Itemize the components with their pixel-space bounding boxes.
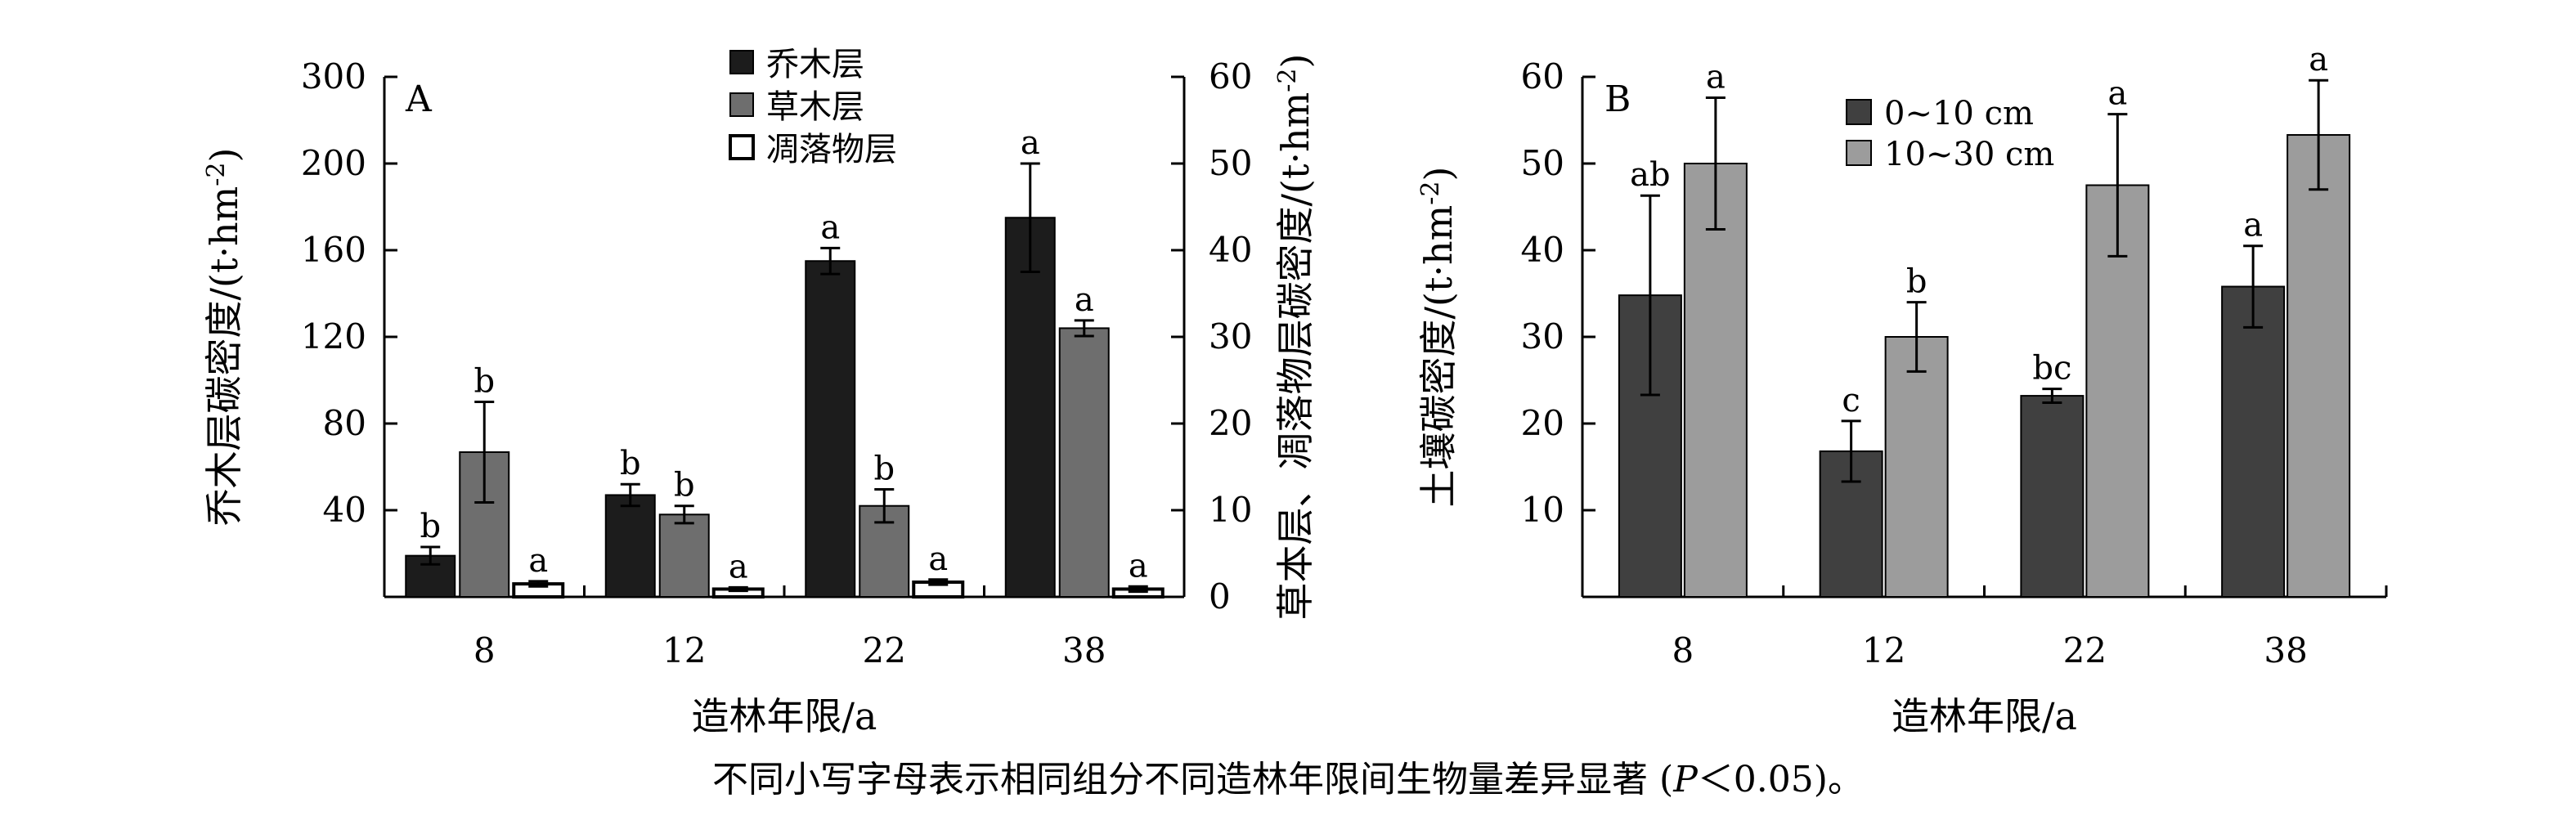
panel-a-x-tick-label: 12 <box>662 630 706 670</box>
panel-a-x-tick-label: 38 <box>1062 630 1106 670</box>
panel-a-left-tick-label: 200 <box>301 143 366 183</box>
panel-a-sig-letter: a <box>729 548 748 585</box>
panel-a-sig-letter: a <box>528 542 548 580</box>
panel-b-bar <box>2020 395 2085 598</box>
panel-a-x-title: 造林年限/a <box>692 694 877 738</box>
panel-b-sig-letter: a <box>1706 58 1726 96</box>
panel-b-x-tick-label: 8 <box>1672 630 1694 670</box>
panel-a-sig-letter: a <box>1129 547 1148 585</box>
panel-b-x-title: 造林年限/a <box>1892 694 2077 738</box>
figure-caption: 不同小写字母表示相同组分不同造林年限间生物量差异显著 (P＜0.05)。 <box>712 759 1864 800</box>
panel-a-right-tick-label: 50 <box>1209 143 1252 183</box>
panel-a-right-tick-label: 0 <box>1209 576 1231 616</box>
panel-b-x-tick-label: 38 <box>2264 630 2307 670</box>
panel-a-right-tick-label: 10 <box>1209 490 1252 530</box>
panel-b-sig-letter: a <box>2309 41 2328 78</box>
panel-a-left-tick-label: 300 <box>301 56 366 96</box>
panel-b-x-tick-label: 12 <box>1862 630 1905 670</box>
panel-a-bar <box>1058 327 1110 598</box>
panel-b-y-tick-label: 40 <box>1521 230 1564 270</box>
panel-a-sig-letter: b <box>873 451 895 488</box>
panel-b-sig-letter: c <box>1842 382 1860 419</box>
caption-p-symbol: P <box>1672 759 1699 800</box>
panel-a-label: A <box>405 78 433 120</box>
panel-b-label: B <box>1604 78 1631 120</box>
panel-b-y-tick-label: 50 <box>1521 143 1564 183</box>
panel-a-sig-letter: b <box>420 508 441 545</box>
panel-a-sig-letter: b <box>674 467 695 504</box>
panel-a-x-tick-label: 8 <box>473 630 496 670</box>
panel-a-chart: 408012016020030001020304050608bba12bba22… <box>202 46 1317 738</box>
panel-a-legend-label: 乔木层 <box>766 46 864 83</box>
caption-prefix: 不同小写字母表示相同组分不同造林年限间生物量差异显著 ( <box>712 759 1673 800</box>
panel-a-sig-letter: b <box>620 445 641 482</box>
panel-a-bar <box>604 494 656 599</box>
panel-a-legend-swatch <box>729 92 754 117</box>
panel-a-sig-letter: b <box>473 363 495 401</box>
panel-a-bar <box>658 513 710 598</box>
panel-b-sig-letter: b <box>1906 263 1928 301</box>
panel-a-left-tick-label: 120 <box>301 316 366 356</box>
panel-a-legend-label: 凋落物层 <box>766 131 897 168</box>
panel-b-y-tick-label: 60 <box>1521 56 1564 96</box>
panel-b-sig-letter: ab <box>1630 156 1670 194</box>
panel-b-bar <box>1683 163 1748 598</box>
panel-a-legend-swatch <box>729 134 755 160</box>
panel-b-sig-letter: a <box>2107 75 2127 113</box>
panel-a-bar <box>805 260 856 598</box>
panel-b-x-tick-label: 22 <box>2063 630 2107 670</box>
panel-a-left-tick-label: 80 <box>323 403 366 443</box>
panel-a-sig-letter: a <box>1075 281 1094 319</box>
panel-b-chart: 10 20 30 40 50 60 8 ab a 12 c b 22 bc a 38 a a B 0~10 cm 10~… <box>1416 41 2388 738</box>
panel-b-sig-letter: a <box>2243 207 2263 244</box>
panel-b-bar <box>2287 134 2351 598</box>
panel-a-sig-letter: a <box>1021 124 1040 162</box>
panel-a-right-tick-label: 60 <box>1209 56 1252 96</box>
panel-b-legend-label: 0~10 cm <box>1884 95 2034 132</box>
panel-a-right-tick-label: 40 <box>1209 230 1252 270</box>
caption-suffix: ＜0.05)。 <box>1698 759 1864 800</box>
panel-a-sig-letter: a <box>820 208 840 246</box>
panel-a-right-tick-label: 30 <box>1209 316 1252 356</box>
panel-b-legend-swatch <box>1846 140 1872 166</box>
panel-a-bar <box>1004 217 1056 598</box>
panel-a-legend-swatch <box>729 50 754 74</box>
panel-a-x-tick-label: 22 <box>863 630 906 670</box>
panel-a-legend-label: 草木层 <box>766 88 864 126</box>
panel-b-bar <box>2221 285 2286 598</box>
panel-b-y-title: 土壤碳密度/(t·hm-2) <box>1416 167 1461 508</box>
panel-a-left-tick-label: 40 <box>323 490 366 530</box>
panel-b-legend-label: 10~30 cm <box>1884 136 2054 173</box>
panel-a-y-left-title: 乔木层碳密度/(t·hm-2) <box>202 148 246 527</box>
panel-a-y-right-title: 草本层、凋落物层碳密度/(t·hm-2) <box>1273 54 1317 621</box>
panel-a-left-tick-label: 160 <box>301 230 366 270</box>
panel-b-bar <box>1884 336 1949 598</box>
panel-b-legend-swatch <box>1846 99 1872 125</box>
panel-b-y-tick-label: 30 <box>1521 316 1564 356</box>
panel-b-y-tick-label: 20 <box>1521 403 1564 443</box>
panel-a-sig-letter: a <box>928 540 948 578</box>
panel-a-right-tick-label: 20 <box>1209 403 1252 443</box>
panel-b-y-tick-label: 10 <box>1521 490 1564 530</box>
panel-b-sig-letter: bc <box>2032 350 2071 388</box>
